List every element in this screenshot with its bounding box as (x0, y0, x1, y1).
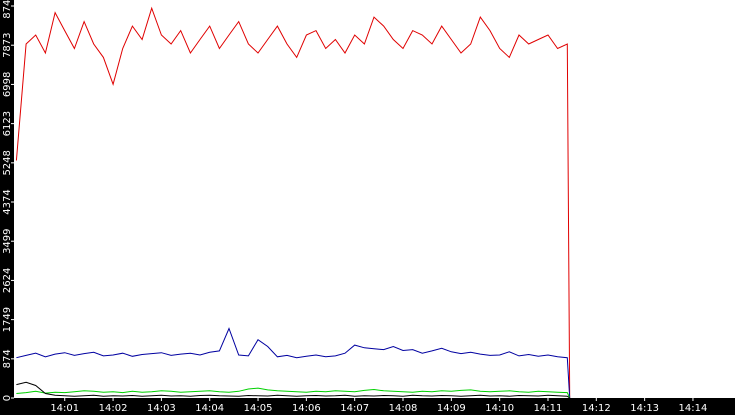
x-tick-label: 14:05 (244, 403, 273, 414)
y-tick-label: 3499 (2, 228, 13, 253)
plot-area (14, 0, 735, 398)
y-tick-label: 0 (2, 395, 13, 401)
x-tick-label: 14:10 (485, 403, 514, 414)
series-line (15, 6, 571, 399)
y-tick-label: 6123 (2, 111, 13, 136)
y-tick-label: 6998 (2, 72, 13, 97)
x-tick-label: 14:07 (340, 403, 369, 414)
x-tick-label: 14:01 (50, 403, 79, 414)
y-tick-label: 5248 (2, 150, 13, 175)
x-tick-label: 14:03 (147, 403, 176, 414)
series-line (16, 381, 570, 399)
x-tick-label: 14:09 (437, 403, 466, 414)
x-tick-label: 14:08 (389, 403, 418, 414)
y-tick-label: 1749 (2, 307, 13, 332)
y-tick-label: 2624 (2, 268, 13, 293)
x-tick-label: 14:02 (99, 403, 128, 414)
x-tick-label: 14:11 (534, 403, 563, 414)
x-tick-label: 14:04 (195, 403, 224, 414)
series-line (16, 327, 571, 399)
x-tick-label: 14:06 (292, 403, 321, 414)
x-tick-label: 14:12 (582, 403, 611, 414)
x-tick-label: 14:14 (679, 403, 708, 414)
y-tick-label: 8748 (2, 0, 13, 19)
y-tick-label: 874 (2, 349, 13, 368)
x-tick-label: 14:13 (630, 403, 659, 414)
y-tick-label: 4374 (2, 189, 13, 214)
y-tick-label: 7873 (2, 32, 13, 57)
series-line (16, 387, 571, 399)
